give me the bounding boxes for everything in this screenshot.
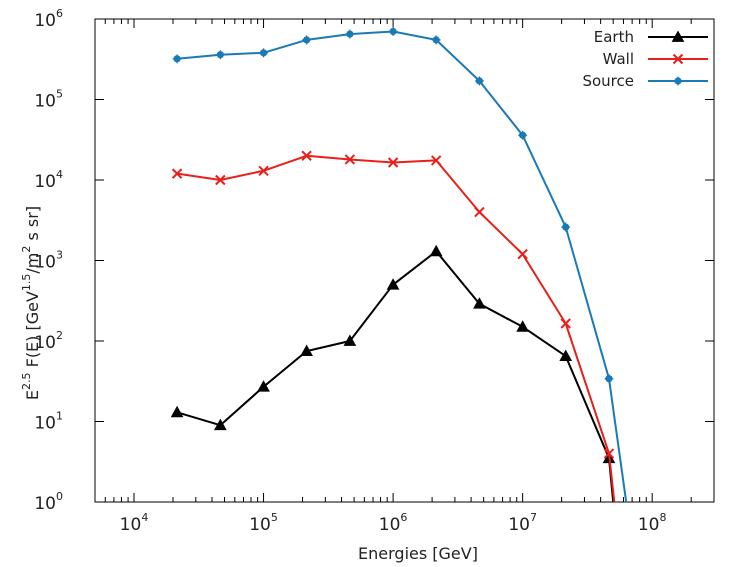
data-point-wall [430, 155, 442, 166]
data-point-source [474, 76, 484, 86]
data-point-source [302, 35, 312, 45]
y-axis-title: E2.5 F(E) [GeV1.5/m2 s sr] [20, 206, 42, 400]
legend: Earth Wall Source [582, 28, 708, 90]
series-earth [170, 244, 616, 502]
data-point-earth [559, 349, 573, 361]
y-tick-label: 103 [34, 249, 63, 273]
data-point-earth [170, 405, 184, 418]
data-point-source [431, 35, 441, 45]
data-point-source [172, 54, 182, 64]
data-point-earth [213, 418, 227, 431]
data-point-source [345, 29, 355, 39]
x-tick-label: 106 [379, 511, 408, 535]
legend-marker [672, 53, 684, 65]
data-point-wall [344, 154, 356, 165]
x-axis-title: Energies [GeV] [358, 544, 478, 563]
data-point-earth [429, 244, 443, 257]
data-point-earth [300, 344, 313, 356]
series-line-wall [176, 154, 616, 502]
x-tick-label: 107 [508, 511, 537, 535]
data-point-source [215, 50, 225, 60]
data-point-source [561, 222, 571, 232]
data-point-wall [474, 206, 485, 218]
data-point-wall [517, 248, 528, 260]
axes: 104 105 106 107 108 100 101 102 103 104 105 106 [34, 7, 715, 535]
x-tick-label: 105 [249, 511, 278, 535]
data-point-source [518, 130, 528, 140]
y-tick-label: 105 [34, 88, 63, 112]
y-tick-label: 101 [34, 410, 63, 434]
data-point-wall [171, 168, 183, 179]
x-tick-label: 104 [120, 511, 149, 535]
data-point-earth [386, 278, 400, 290]
data-point-wall [258, 165, 269, 177]
data-point-wall [301, 150, 312, 161]
data-point-wall [387, 157, 399, 168]
data-point-earth [516, 320, 529, 332]
data-point-earth [343, 334, 357, 346]
y-tick-label: 104 [34, 168, 63, 192]
data-point-wall [215, 174, 226, 186]
data-point-wall [560, 318, 571, 329]
data-point-source [388, 26, 398, 36]
series-line-earth [176, 250, 615, 502]
legend-marker [673, 76, 683, 86]
series-wall [171, 150, 616, 502]
series-line-source [177, 30, 628, 502]
legend-marker [671, 30, 685, 42]
data-point-wall [603, 448, 615, 459]
y-tick-label: 106 [34, 7, 63, 31]
y-tick-label: 100 [34, 490, 63, 514]
data-point-source [604, 374, 614, 384]
series-source [172, 26, 628, 502]
y-tick-label: 102 [34, 329, 63, 353]
data-point-earth [257, 380, 270, 392]
legend-label: Wall [603, 50, 634, 68]
x-tick-label: 108 [638, 511, 667, 535]
legend-label: Source [582, 72, 634, 90]
data-point-source [259, 48, 269, 58]
data-point-earth [473, 297, 486, 309]
series-layer [170, 26, 628, 502]
plot-frame [94, 18, 715, 503]
legend-label: Earth [594, 28, 634, 46]
